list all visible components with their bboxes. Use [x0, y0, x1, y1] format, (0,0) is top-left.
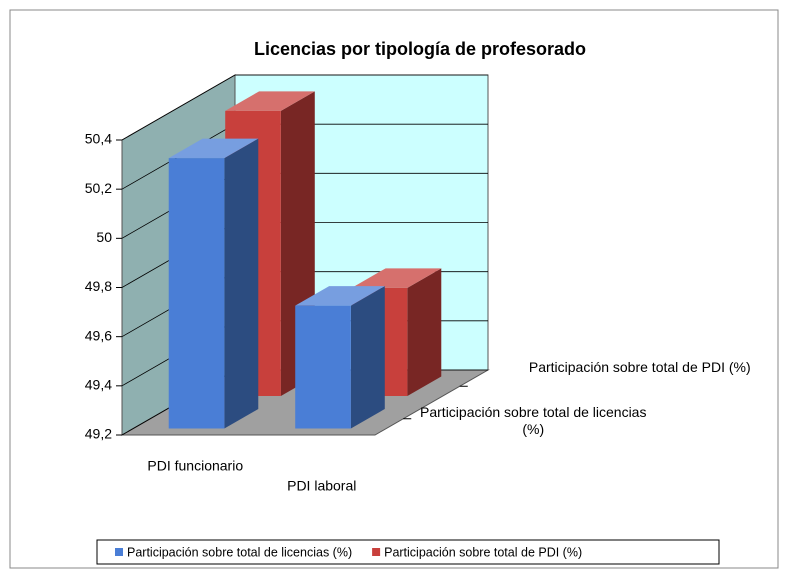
- bar-side: [224, 138, 259, 429]
- bar-side: [350, 286, 385, 429]
- legend-box: [96, 539, 720, 565]
- grid-line: [121, 74, 488, 141]
- x-tick-label: PDI laboral: [287, 478, 356, 494]
- chart-title: Licencias por tipología de profesorado: [254, 39, 586, 59]
- y-tick-label: 49,8: [85, 278, 112, 294]
- legend-label: Participación sobre total de PDI (%): [384, 545, 582, 559]
- depth-label: Participación sobre total de licencias (…: [420, 403, 647, 437]
- bar-side: [407, 268, 442, 396]
- bar-top: [295, 286, 385, 306]
- legend-swatch: [115, 548, 123, 556]
- bar: [168, 158, 225, 429]
- y-tick-label: 50: [96, 229, 112, 245]
- y-tick-label: 50,4: [85, 131, 112, 147]
- depth-label: Participación sobre total de PDI (%): [528, 359, 751, 376]
- legend-swatch: [372, 548, 381, 556]
- x-tick-label: PDI funcionario: [147, 458, 243, 474]
- bar-top: [225, 91, 315, 111]
- y-tick-label: 50,2: [85, 180, 112, 196]
- y-tick-label: 49,4: [85, 377, 112, 393]
- bar-top: [168, 138, 259, 159]
- y-tick-label: 49,6: [85, 327, 112, 343]
- bar: [295, 305, 351, 429]
- bar-top: [351, 268, 442, 288]
- legend-label: Participación sobre total de licencias (…: [127, 545, 352, 559]
- y-tick-label: 49,2: [85, 426, 112, 442]
